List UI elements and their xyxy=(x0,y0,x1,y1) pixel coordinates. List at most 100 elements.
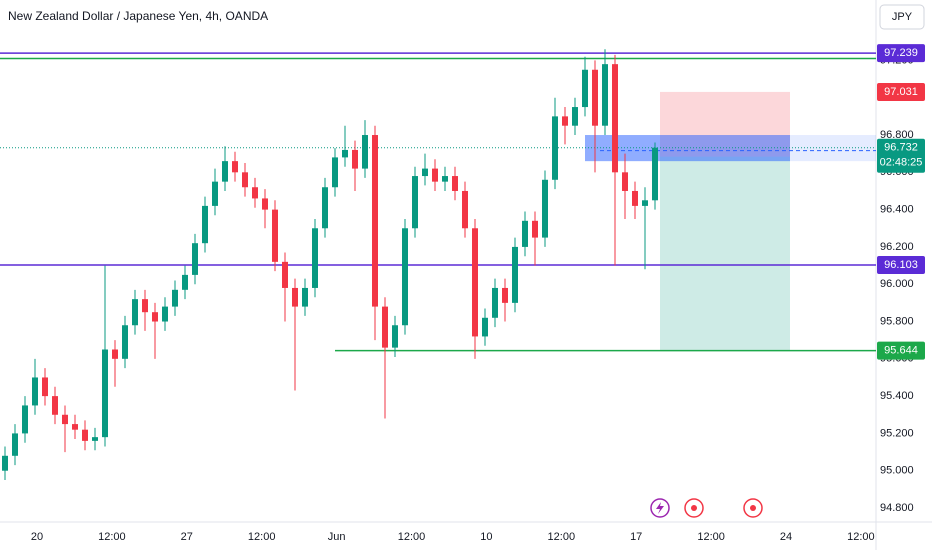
candle-body xyxy=(92,437,98,441)
candle-body xyxy=(332,157,338,188)
candle-body xyxy=(492,287,498,318)
candle-body xyxy=(502,287,508,303)
y-tick-label: 95.400 xyxy=(880,390,914,402)
candle-body xyxy=(392,325,398,348)
candle-body xyxy=(612,64,618,173)
price-tag-label: 97.239 xyxy=(884,47,918,59)
candle-body xyxy=(252,187,258,199)
candle-body xyxy=(172,289,178,307)
x-tick-label: 24 xyxy=(780,531,792,543)
candle-body xyxy=(182,274,188,290)
candle-body xyxy=(512,246,518,303)
candle-body xyxy=(412,176,418,229)
target-zone xyxy=(660,156,790,351)
candle-body xyxy=(312,228,318,288)
candle-body xyxy=(32,377,38,406)
candle-body xyxy=(162,306,168,322)
currency-button-label[interactable]: JPY xyxy=(892,11,913,23)
price-tag-label: 97.031 xyxy=(884,86,918,98)
candle-body xyxy=(532,220,538,238)
candle-body xyxy=(552,116,558,180)
candle-body xyxy=(12,433,18,456)
x-tick-label: 12:00 xyxy=(98,531,126,543)
price-tag-label: 95.644 xyxy=(884,345,918,357)
candle-body xyxy=(202,205,208,244)
candle-body xyxy=(292,287,298,307)
candle-body xyxy=(602,64,608,126)
candle-body xyxy=(562,116,568,126)
x-tick-label: 27 xyxy=(181,531,193,543)
candle-body xyxy=(542,179,548,238)
x-tick-label: 12:00 xyxy=(248,531,276,543)
countdown: 02:48:25 xyxy=(880,157,923,169)
candle-body xyxy=(112,349,118,359)
candle-body xyxy=(22,405,28,434)
x-tick-label: 12:00 xyxy=(697,531,725,543)
candle-body xyxy=(342,149,348,158)
event-icons[interactable] xyxy=(650,498,763,518)
price-tag-label: 96.103 xyxy=(884,259,918,271)
candle-body xyxy=(42,377,48,397)
candle-body xyxy=(372,135,378,307)
candle-body xyxy=(522,220,528,247)
y-tick-label: 96.000 xyxy=(880,278,914,290)
y-tick-label: 96.200 xyxy=(880,241,914,253)
currency-button[interactable] xyxy=(879,4,925,30)
x-tick-label: 10 xyxy=(480,531,492,543)
y-tick-label: 96.400 xyxy=(880,204,914,216)
y-tick-label: 94.800 xyxy=(880,502,914,514)
candle-body xyxy=(382,306,388,348)
candle-body xyxy=(402,228,408,326)
candle-body xyxy=(322,187,328,229)
candle-body xyxy=(472,228,478,337)
y-tick-label: 95.800 xyxy=(880,315,914,327)
candle-body xyxy=(632,190,638,206)
candle-body xyxy=(592,69,598,126)
candle-body xyxy=(132,299,138,326)
candle-body xyxy=(352,149,358,169)
candle-body xyxy=(242,172,248,188)
candle-body xyxy=(212,181,218,206)
candle-body xyxy=(82,429,88,441)
x-tick-label: 20 xyxy=(31,531,43,543)
price-tag xyxy=(877,44,925,63)
candle-body xyxy=(222,161,228,182)
candle-body xyxy=(462,190,468,229)
candle-body xyxy=(482,317,488,337)
candle-body xyxy=(232,161,238,173)
candle-body xyxy=(302,287,308,307)
stop-zone xyxy=(660,91,790,157)
candle-body xyxy=(452,176,458,191)
candle-body xyxy=(152,312,158,322)
x-tick-label: 12:00 xyxy=(847,531,875,543)
candle-body xyxy=(192,243,198,275)
candle-body xyxy=(422,168,428,177)
candle-body xyxy=(142,299,148,313)
candle-body xyxy=(572,107,578,126)
chart-title: New Zealand Dollar / Japanese Yen, 4h, O… xyxy=(8,9,268,23)
candle-body xyxy=(432,168,438,182)
x-tick-label: 17 xyxy=(630,531,642,543)
x-tick-label: 12:00 xyxy=(548,531,576,543)
candle-body xyxy=(102,349,108,438)
y-tick-label: 95.200 xyxy=(880,427,914,439)
candle-body xyxy=(52,396,58,415)
candle-body xyxy=(2,455,8,471)
candle-body xyxy=(442,176,448,182)
price-tag-label: 96.732 xyxy=(884,142,918,154)
x-tick-label: Jun xyxy=(328,531,346,543)
candle-body xyxy=(362,135,368,169)
price-tag xyxy=(877,341,925,360)
candle-body xyxy=(582,69,588,108)
candle-body xyxy=(622,172,628,191)
price-tag xyxy=(877,256,925,275)
x-tick-label: 12:00 xyxy=(398,531,426,543)
candle-body xyxy=(642,200,648,206)
candle-body xyxy=(262,198,268,210)
candle-body xyxy=(122,325,128,359)
price-tag xyxy=(877,138,925,173)
candle-body xyxy=(72,424,78,430)
candle-body xyxy=(652,147,658,201)
